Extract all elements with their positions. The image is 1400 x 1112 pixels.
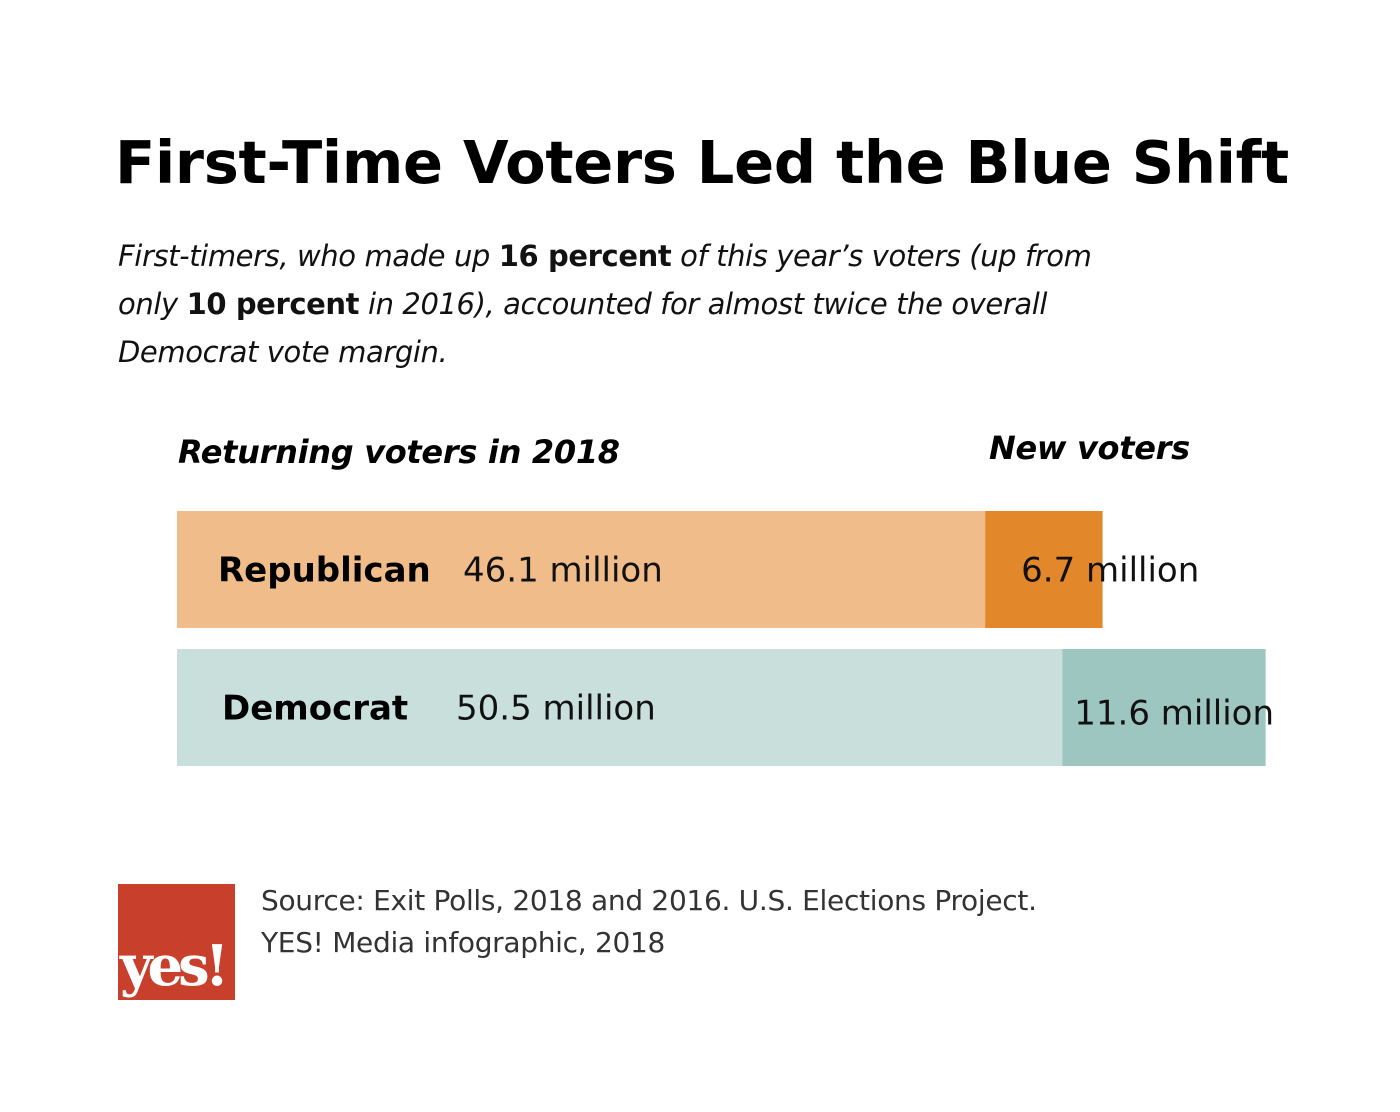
source-line-1: Source: Exit Polls, 2018 and 2016. U.S. … (261, 884, 1037, 917)
chart-title: First-Time Voters Led the Blue Shift (115, 128, 1289, 197)
logo-text: yes! (120, 933, 229, 999)
category-label-democrat: Democrat (222, 689, 408, 729)
data-label-democrat-new: 11.6 million (1074, 694, 1274, 734)
data-label-republican-new: 6.7 million (1021, 551, 1199, 591)
chart-subtitle: First-timers, who made up 16 percent of … (118, 239, 1092, 369)
bar-democrat-new (1062, 649, 1266, 766)
bar-republican-returning (177, 511, 986, 628)
data-label-democrat-returning: 50.5 million (456, 689, 656, 729)
category-label-republican: Republican (218, 551, 431, 591)
yes-magazine-logo: yes! (118, 884, 235, 1000)
source-line-2: YES! Media infographic, 2018 (261, 926, 665, 959)
legend-returning-voters: Returning voters in 2018 (178, 433, 620, 471)
bar-democrat-returning (177, 649, 1063, 766)
source-note: Source: Exit Polls, 2018 and 2016. U.S. … (261, 880, 1037, 964)
bar-republican-new (985, 511, 1103, 628)
legend-new-voters: New voters (989, 429, 1190, 467)
data-label-republican-returning: 46.1 million (463, 551, 663, 591)
